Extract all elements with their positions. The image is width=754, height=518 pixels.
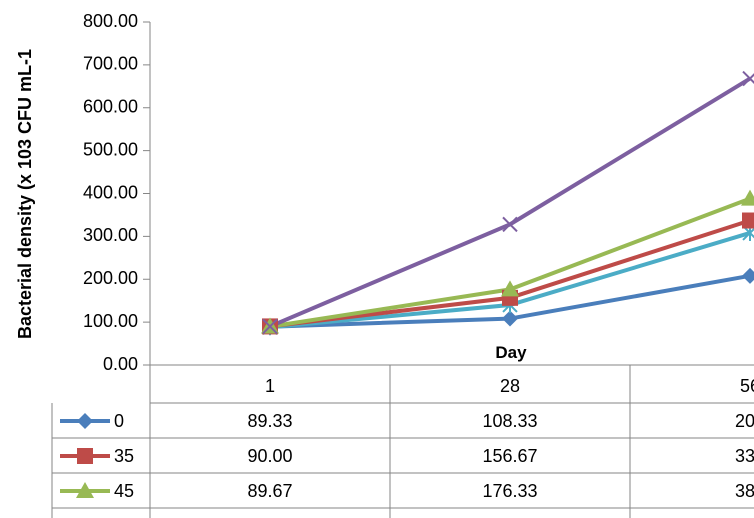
y-axis-label: Bacterial density (x 103 CFU mL-1 [15,49,35,339]
y-tick-label: 0.00 [103,354,138,374]
table-cell: 176.33 [482,481,537,501]
x-axis-label: Day [495,343,527,362]
y-tick-label: 600.00 [83,97,138,117]
marker-diamond [742,268,754,284]
category-label: 28 [500,376,520,396]
legend-label: 0 [114,411,124,431]
y-tick-label: 800.00 [83,11,138,31]
table-cell: 337 [735,446,754,466]
y-tick-label: 100.00 [83,311,138,331]
legend-label: 45 [114,481,134,501]
table-cell: 89.67 [247,481,292,501]
table-cell: 208 [735,411,754,431]
y-axis-ticks: 0.00 100.00 200.00 300.00 400.00 500.00 600.00… [83,11,150,374]
y-tick-label: 700.00 [83,54,138,74]
table-cell: 156.67 [482,446,537,466]
legend-label: 35 [114,446,134,466]
series-markers [261,72,754,336]
y-tick-label: 300.00 [83,225,138,245]
marker-square [77,448,93,464]
y-tick-label: 400.00 [83,182,138,202]
table-cell: 108.33 [482,411,537,431]
category-label: 1 [265,376,275,396]
data-table: 1 28 56 0 89.33 108.33 208 35 90.00 156.67 337 45 89… [52,365,754,518]
table-cell: 388 [735,481,754,501]
marker-diamond [77,413,93,429]
marker-triangle [741,190,754,206]
marker-square [742,213,754,229]
y-tick-label: 200.00 [83,268,138,288]
y-tick-label: 500.00 [83,139,138,159]
table-cell: 90.00 [247,446,292,466]
table-cell: 89.33 [247,411,292,431]
category-label: 56 [740,376,754,396]
